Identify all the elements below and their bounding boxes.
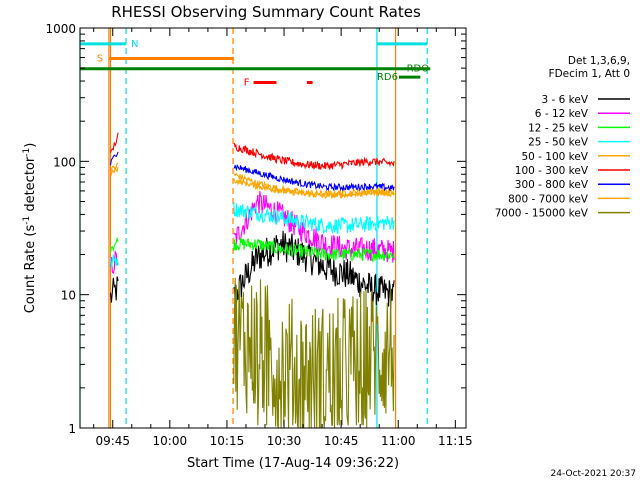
series-50-100-seg2 [233, 172, 395, 199]
series-25-50-seg2 [233, 202, 395, 235]
legend-label-3-6: 3 - 6 keV [541, 94, 588, 106]
y-tick-label-10: 10 [61, 289, 76, 303]
series-7000-15000-seg2 [233, 277, 395, 429]
x-tick-label-1000: 10:00 [153, 434, 188, 448]
x-axis-label: Start Time (17-Aug-14 09:36:22) [187, 456, 399, 471]
legend-label-50-100: 50 - 100 keV [521, 151, 588, 163]
flag-label-n: N [131, 39, 138, 50]
series-100-300-seg1 [109, 132, 119, 154]
legend-label-100-300: 100 - 300 keV [515, 165, 589, 177]
series-800-7000-seg2 [233, 178, 395, 200]
flag-label-rd6: RD6 [377, 72, 398, 83]
x-tick-label-1030: 10:30 [267, 434, 302, 448]
y-tick-label-100: 100 [53, 155, 76, 169]
y-tick-label-1000: 1000 [45, 22, 76, 36]
series-50-100-seg1 [109, 162, 119, 175]
flag-vlines [79, 28, 428, 428]
x-axis: 09:45 10:00 10:15 10:30 10:45 11:00 11:15 [93, 28, 473, 448]
legend-label-300-800: 300 - 800 keV [515, 179, 589, 191]
x-tick-label-1015: 10:15 [210, 434, 245, 448]
flag-label-rdo: RDO [407, 64, 430, 75]
series-12-25-seg1 [109, 236, 119, 254]
legend-label-7000-15000: 7000 - 15000 keV [495, 208, 589, 220]
legend-label-25-50: 25 - 50 keV [528, 137, 589, 149]
series-25-50-seg1 [109, 254, 119, 269]
series-300-800-seg2 [233, 164, 395, 193]
series-6-12-seg2 [233, 191, 395, 263]
flag-bars: S N F RDO RD6 [80, 39, 431, 89]
legend-header-0: Det 1,3,6,9, [568, 55, 630, 67]
timestamp-label: 24-Oct-2021 20:37 [551, 469, 636, 479]
x-tick-label-0945: 09:45 [95, 434, 130, 448]
y-axis: 1 10 100 1000 [45, 22, 466, 436]
legend: 3 - 6 keV 6 - 12 keV 12 - 25 keV 25 - 50 ke… [495, 55, 630, 220]
legend-label-800-7000: 800 - 7000 keV [508, 193, 589, 205]
legend-label-6-12: 6 - 12 keV [535, 108, 589, 120]
series-300-800-seg1 [109, 151, 119, 166]
legend-header-1: FDecim 1, Att 0 [549, 68, 630, 80]
flag-label-f: F [244, 78, 250, 89]
y-axis-label: Count Rate (s-1 detector-1) [22, 143, 38, 314]
x-tick-label-1045: 10:45 [324, 434, 359, 448]
series-800-7000-seg1 [110, 166, 119, 176]
plot-frame [79, 27, 467, 429]
legend-label-12-25: 12 - 25 keV [528, 122, 589, 134]
flag-label-s: S [97, 54, 103, 65]
series-3-6-seg1 [109, 276, 119, 303]
x-tick-label-1100: 11:00 [381, 434, 416, 448]
y-tick-label-1: 1 [68, 422, 76, 436]
chart-title: RHESSI Observing Summary Count Rates [111, 3, 421, 21]
series-100-300-seg2 [233, 142, 395, 170]
series-3-6-seg2 [233, 230, 395, 310]
series-12-25-seg2 [233, 237, 395, 262]
x-tick-label-1115: 11:15 [438, 434, 473, 448]
series-group [109, 132, 395, 429]
